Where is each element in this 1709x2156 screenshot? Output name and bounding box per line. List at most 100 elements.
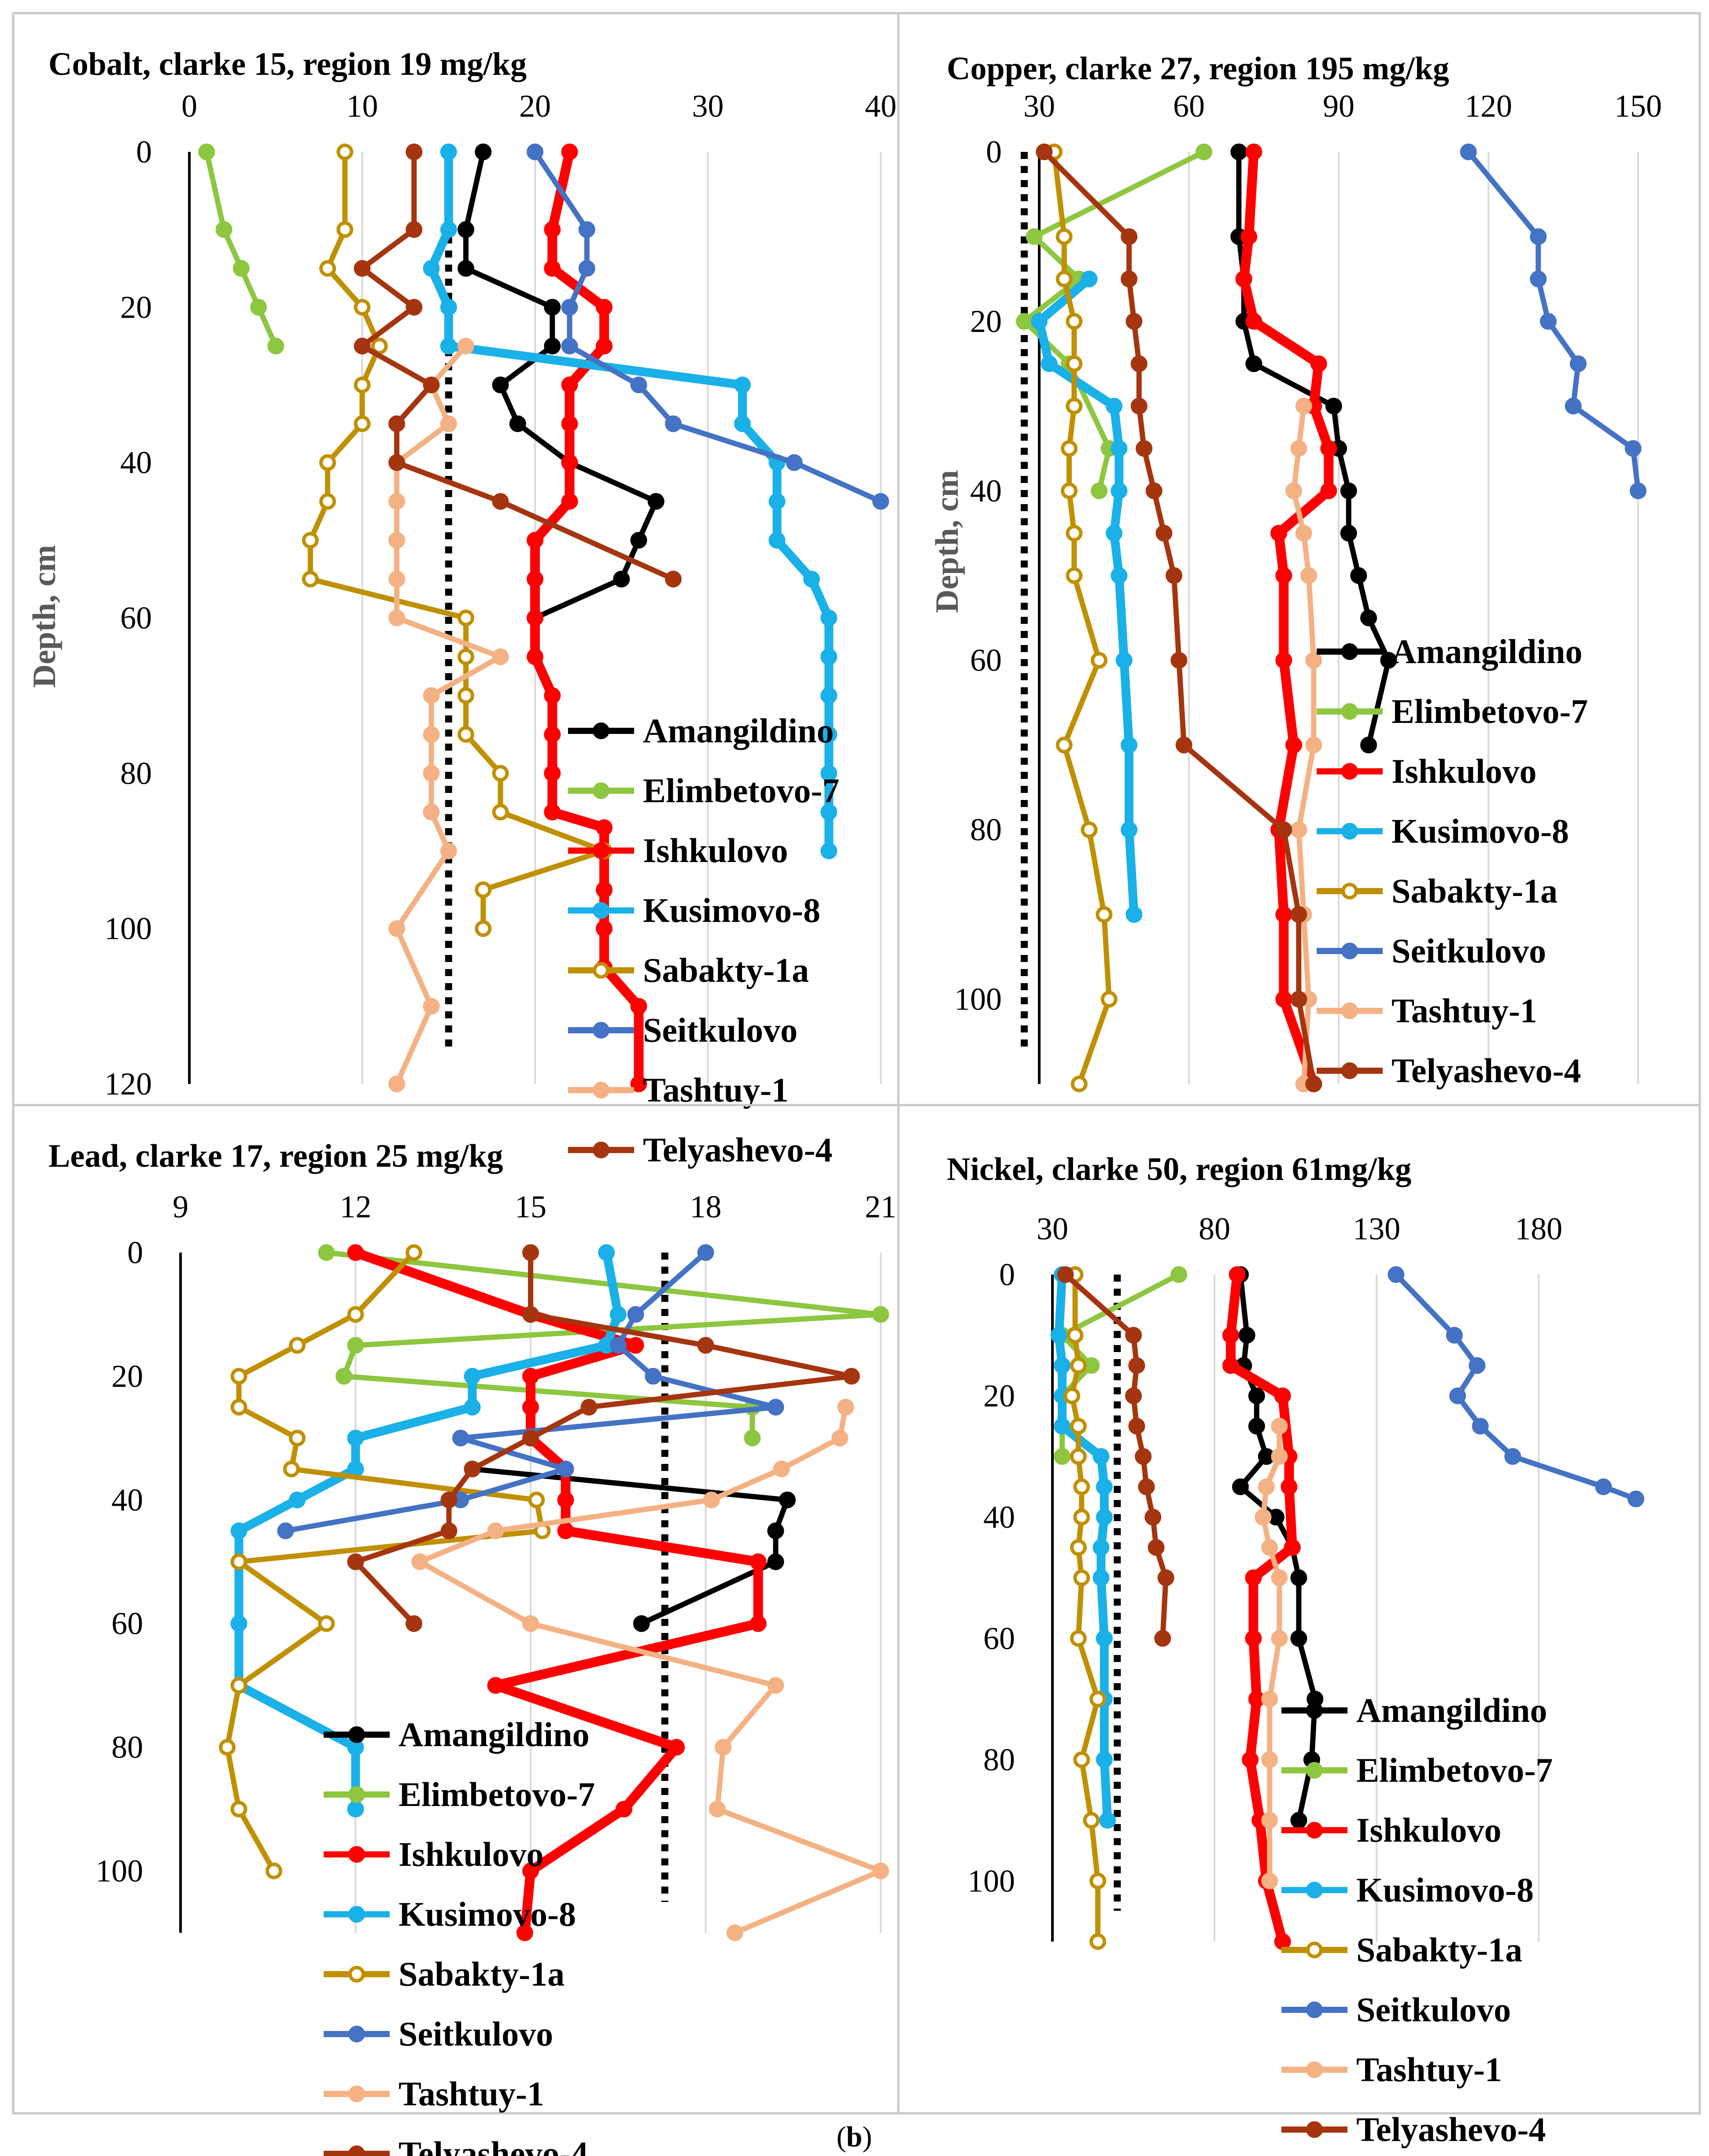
data-point — [1245, 144, 1262, 160]
data-point — [440, 221, 457, 238]
data-point — [458, 260, 474, 277]
y-tick-label: 20 — [111, 1359, 143, 1394]
data-point — [371, 338, 388, 355]
data-point — [1325, 398, 1342, 415]
data-point — [1240, 228, 1257, 245]
legend-label: Kusimovo-8 — [1392, 812, 1569, 850]
data-point — [1388, 1266, 1405, 1283]
data-point — [347, 1460, 364, 1478]
x-tick-label: 18 — [690, 1189, 722, 1224]
data-point — [630, 1076, 647, 1092]
data-point — [1320, 482, 1337, 499]
data-point — [749, 1615, 767, 1632]
y-tick-label: 100 — [104, 911, 152, 946]
legend-label: Telyashevo-4 — [643, 1131, 833, 1169]
y-tick-label: 0 — [136, 134, 152, 170]
data-point — [1063, 1387, 1081, 1404]
chart-title: Nickel, clarke 50, region 61mg/kg — [947, 1151, 1411, 1187]
series-telyashevo-4 — [354, 144, 682, 588]
y-tick-label: 80 — [120, 756, 152, 791]
x-tick-label: 0 — [181, 88, 197, 124]
legend-swatch-marker — [348, 1726, 365, 1743]
data-point — [872, 1862, 889, 1880]
data-point — [668, 1739, 685, 1756]
data-point — [1271, 1448, 1288, 1465]
data-point — [1270, 525, 1287, 542]
data-point — [1624, 440, 1642, 457]
series-amangildino — [458, 144, 664, 627]
legend-swatch-marker — [1306, 2121, 1323, 2138]
series-sabakty-1a — [1046, 144, 1118, 1092]
data-point — [1016, 313, 1033, 330]
data-point — [831, 1430, 849, 1447]
data-point — [423, 998, 440, 1015]
legend-label: Elimbetovo-7 — [643, 771, 839, 810]
series-line — [1041, 149, 1317, 1087]
data-point — [354, 260, 371, 277]
series-seitkulovo — [1388, 1266, 1644, 1507]
data-point — [1290, 1630, 1307, 1647]
y-tick-label: 0 — [999, 1257, 1015, 1292]
data-point — [1275, 821, 1292, 838]
data-point — [1089, 1933, 1107, 1950]
series-line — [204, 149, 279, 349]
legend-swatch-marker — [1341, 643, 1358, 660]
data-point — [458, 609, 474, 627]
data-point — [1295, 525, 1312, 542]
data-point — [596, 338, 613, 355]
data-point — [1096, 1478, 1113, 1496]
data-point — [665, 571, 682, 588]
data-point — [630, 376, 647, 394]
data-point — [527, 648, 543, 665]
legend-swatch-marker — [1341, 1002, 1358, 1019]
data-point — [440, 842, 457, 859]
data-point — [1446, 1327, 1463, 1344]
series-elimbetovo-7 — [198, 144, 284, 355]
series-kusimovo-8 — [423, 144, 838, 859]
series-ishkulovo — [1222, 1266, 1301, 1950]
legend-label: Sabakty-1a — [1356, 1931, 1522, 1969]
data-point — [1067, 1327, 1084, 1344]
data-point — [1073, 1751, 1090, 1768]
series-elimbetovo-7 — [318, 1244, 889, 1447]
data-point — [726, 1924, 743, 1941]
data-point — [1111, 482, 1128, 499]
legend-label: Seitkulovo — [1392, 932, 1546, 970]
x-tick-label: 80 — [1199, 1211, 1230, 1246]
data-point — [1050, 1327, 1067, 1344]
data-point — [440, 1491, 458, 1508]
data-point — [1056, 270, 1073, 287]
y-tick-label: 80 — [983, 1742, 1015, 1777]
data-point — [703, 1491, 720, 1508]
data-point — [464, 1367, 481, 1385]
data-point — [1089, 1691, 1107, 1708]
legend-swatch-marker — [593, 722, 609, 739]
data-point — [1275, 991, 1292, 1008]
data-point — [347, 1430, 364, 1447]
data-point — [1148, 1539, 1165, 1556]
data-point — [1125, 1327, 1142, 1344]
data-point — [522, 1430, 539, 1447]
data-point — [1285, 482, 1302, 499]
data-point — [230, 1399, 247, 1416]
series-telyashevo-4 — [1036, 144, 1322, 1092]
data-point — [406, 1244, 422, 1261]
data-point — [1360, 609, 1377, 627]
data-point — [388, 415, 405, 432]
data-point — [347, 1306, 364, 1323]
data-point — [1275, 906, 1292, 923]
data-point — [1154, 1630, 1171, 1647]
data-point — [1275, 567, 1292, 584]
data-point — [487, 1522, 504, 1540]
legend-label: Kusimovo-8 — [399, 1895, 576, 1933]
data-point — [354, 415, 371, 432]
series-line — [351, 1248, 763, 1938]
chart-panel-cobalt: 0 10 20 30 40 0 20 40 60 80 100 120 Cobalt, clarke 1… — [12, 12, 900, 1169]
data-point — [215, 221, 233, 238]
data-point — [820, 726, 838, 743]
data-point — [557, 1491, 574, 1508]
legend-swatch-marker — [593, 1022, 609, 1039]
data-point — [1130, 398, 1148, 415]
data-point — [544, 803, 561, 821]
x-tick-label: 180 — [1515, 1211, 1562, 1246]
